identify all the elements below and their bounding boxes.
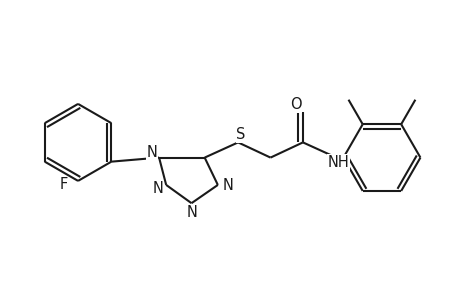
- Text: O: O: [290, 98, 301, 112]
- Text: N: N: [146, 145, 157, 160]
- Text: S: S: [236, 127, 245, 142]
- Text: NH: NH: [327, 155, 348, 170]
- Text: N: N: [152, 182, 163, 196]
- Text: F: F: [60, 177, 68, 192]
- Text: N: N: [222, 178, 233, 194]
- Text: N: N: [187, 205, 197, 220]
